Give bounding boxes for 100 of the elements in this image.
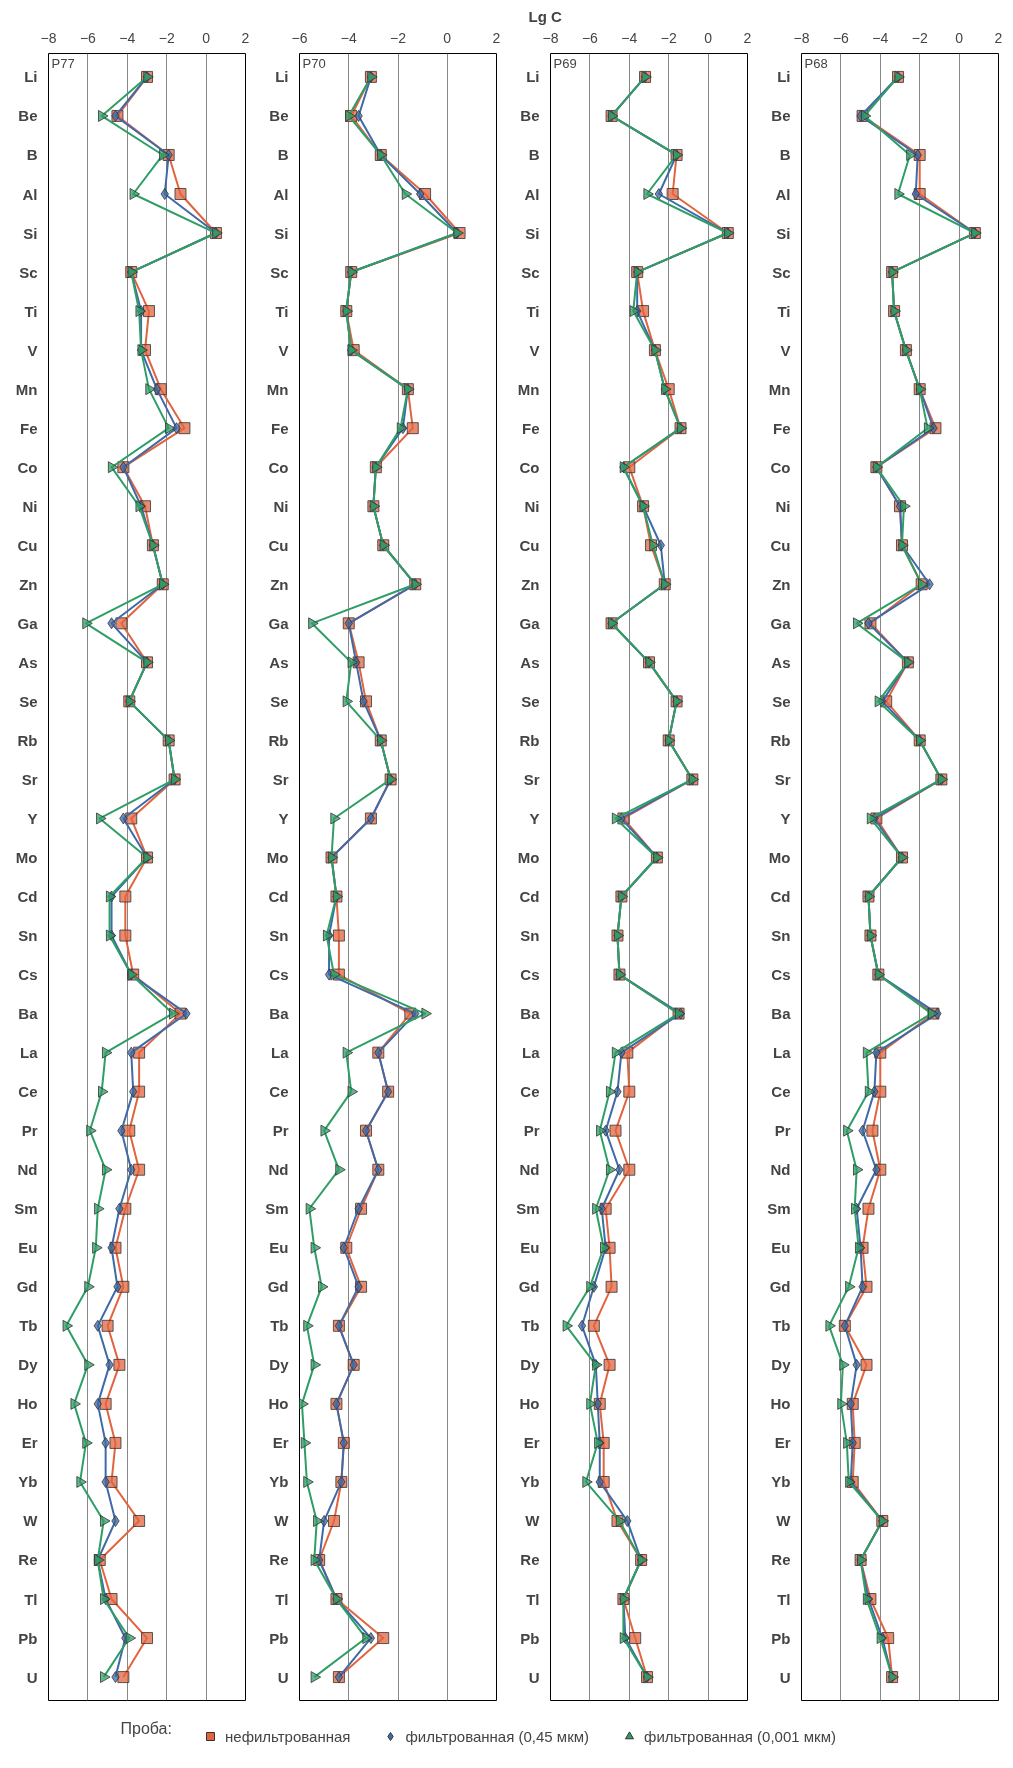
y-tick-label: Zn <box>772 575 791 593</box>
y-tick-label: Ni <box>524 497 540 515</box>
y-tick-label: Ho <box>268 1395 289 1413</box>
y-tick-label: Ba <box>520 1005 541 1023</box>
x-tick-label: 0 <box>955 29 964 46</box>
y-tick-label: B <box>26 146 38 164</box>
y-tick-label: Gd <box>769 1278 791 1296</box>
y-tick-label: Sm <box>265 1200 289 1218</box>
y-tick-label: Nd <box>770 1161 791 1179</box>
y-tick-label: Sr <box>774 770 791 788</box>
y-tick-label: V <box>27 341 38 359</box>
x-tick-label: −2 <box>158 29 175 46</box>
y-tick-label: Sn <box>520 927 540 945</box>
y-tick-label: Be <box>771 107 791 125</box>
y-tick-label: Pb <box>771 1629 791 1647</box>
y-tick-label: Mo <box>266 848 289 866</box>
y-tick-label: Cs <box>771 966 791 984</box>
y-tick-label: Tl <box>526 1590 540 1608</box>
y-tick-label: Y <box>278 809 289 827</box>
y-tick-label: U <box>277 1668 289 1686</box>
y-tick-label: La <box>20 1044 39 1062</box>
y-tick-label: Rb <box>268 731 289 749</box>
y-tick-label: Dy <box>520 1356 541 1374</box>
y-tick-label: Sr <box>21 770 38 788</box>
y-tick-label: Pr <box>272 1122 289 1140</box>
y-tick-label: Cs <box>520 966 540 984</box>
y-tick-label: Ba <box>771 1005 792 1023</box>
y-tick-label: Co <box>770 458 791 476</box>
y-tick-label: Pr <box>523 1122 540 1140</box>
y-tick-label: Co <box>519 458 540 476</box>
x-tick-label: −6 <box>581 29 599 46</box>
y-tick-label: Ni <box>273 497 289 515</box>
x-tick-label: −4 <box>119 29 136 46</box>
x-tick-label: −6 <box>291 29 308 46</box>
y-tick-label: Sr <box>523 770 540 788</box>
y-tick-label: Al <box>273 185 289 203</box>
y-tick-label: Cd <box>770 888 791 906</box>
y-tick-label: Be <box>269 107 289 125</box>
y-tick-label: Ba <box>269 1005 290 1023</box>
y-tick-label: Cu <box>17 536 38 554</box>
y-tick-label: Ga <box>268 614 290 632</box>
y-tick-label: Y <box>529 809 540 827</box>
y-tick-label: Be <box>18 107 38 125</box>
y-tick-label: Ba <box>18 1005 39 1023</box>
x-tick-label: −8 <box>40 29 57 46</box>
y-tick-label: Zn <box>521 575 540 593</box>
x-tick-label: −4 <box>621 29 638 46</box>
y-tick-label: Gd <box>16 1278 38 1296</box>
y-tick-label: Al <box>775 185 791 203</box>
x-tick-label: −2 <box>390 29 407 46</box>
legend-label: фильтрованная (0,001 мкм) <box>644 1727 836 1745</box>
y-tick-label: Al <box>524 185 540 203</box>
y-tick-label: Tl <box>777 1590 791 1608</box>
y-tick-label: Ho <box>17 1395 38 1413</box>
y-tick-label: Tl <box>24 1590 38 1608</box>
y-tick-label: As <box>520 653 540 671</box>
y-tick-label: Ce <box>520 1083 540 1101</box>
y-tick-label: Re <box>18 1551 38 1569</box>
y-tick-label: Cs <box>269 966 289 984</box>
y-tick-label: Mn <box>266 380 289 398</box>
y-tick-label: Pb <box>520 1629 540 1647</box>
y-tick-label: As <box>269 653 289 671</box>
y-tick-label: Mn <box>15 380 38 398</box>
y-tick-label: Sr <box>272 770 289 788</box>
y-tick-label: Gd <box>267 1278 289 1296</box>
y-tick-label: Zn <box>19 575 38 593</box>
y-tick-label: Fe <box>773 419 791 437</box>
y-tick-label: V <box>780 341 791 359</box>
y-tick-label: Y <box>27 809 38 827</box>
y-tick-label: Sm <box>767 1200 791 1218</box>
y-tick-label: Yb <box>771 1473 791 1491</box>
x-tick-label: −4 <box>872 29 889 46</box>
y-tick-label: Co <box>268 458 289 476</box>
y-tick-label: Li <box>275 68 289 86</box>
y-tick-label: Mn <box>768 380 791 398</box>
y-tick-label: U <box>26 1668 38 1686</box>
y-tick-label: Eu <box>269 1239 289 1257</box>
y-tick-label: Ce <box>18 1083 38 1101</box>
legend-label: нефильтрованная <box>225 1727 351 1745</box>
y-tick-label: Dy <box>771 1356 792 1374</box>
y-tick-label: Fe <box>271 419 289 437</box>
y-tick-label: Dy <box>269 1356 290 1374</box>
x-tick-label: −2 <box>660 29 677 46</box>
y-tick-label: Cs <box>18 966 38 984</box>
y-tick-label: Sn <box>18 927 38 945</box>
y-tick-label: Al <box>22 185 38 203</box>
y-tick-label: Li <box>777 68 791 86</box>
y-tick-label: Be <box>520 107 540 125</box>
y-tick-label: Fe <box>522 419 540 437</box>
x-tick-label: 0 <box>202 29 211 46</box>
y-tick-label: Sc <box>521 263 540 281</box>
y-tick-label: Sc <box>19 263 38 281</box>
y-tick-label: Y <box>780 809 791 827</box>
y-tick-label: Pr <box>774 1122 791 1140</box>
y-tick-label: Li <box>526 68 540 86</box>
annotation: P77 <box>51 55 75 71</box>
y-tick-label: Se <box>521 692 540 710</box>
y-tick-label: Ce <box>771 1083 791 1101</box>
y-tick-label: Cu <box>268 536 289 554</box>
y-tick-label: B <box>277 146 289 164</box>
